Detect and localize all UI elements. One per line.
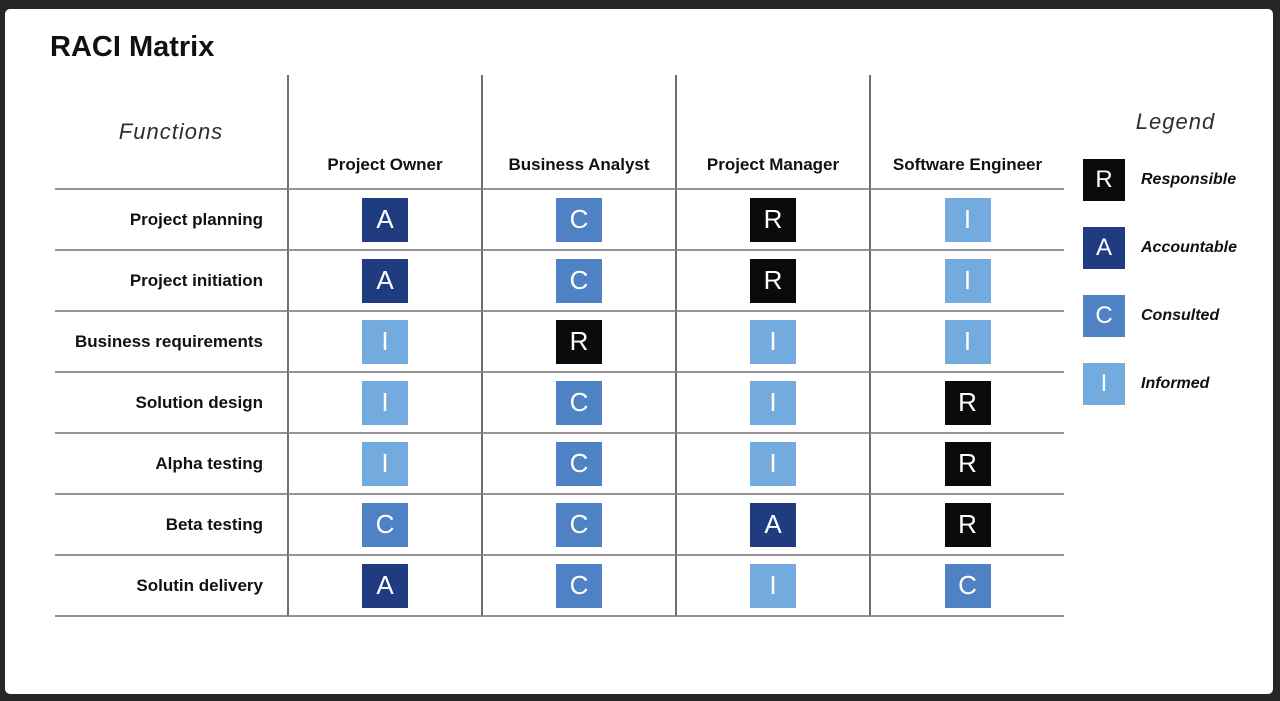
legend-item: C Consulted xyxy=(1083,295,1268,337)
row-label: Solution design xyxy=(55,373,287,434)
raci-badge-a: A xyxy=(750,502,796,547)
legend-item: R Responsible xyxy=(1083,159,1268,201)
row-label: Project initiation xyxy=(55,251,287,312)
matrix-cell: A xyxy=(287,251,481,312)
column-header: Project Owner xyxy=(287,75,481,190)
matrix-cell: A xyxy=(675,495,869,556)
matrix-cell: R xyxy=(675,251,869,312)
matrix-cell: I xyxy=(869,312,1064,373)
raci-badge-i: I xyxy=(944,319,991,364)
legend-items: R Responsible A Accountable C Consulted I Infor… xyxy=(1083,159,1268,405)
raci-badge-i: I xyxy=(750,319,796,364)
raci-badge-c: C xyxy=(556,563,602,608)
row-label: Project planning xyxy=(55,190,287,251)
legend-badge-a: A xyxy=(1083,227,1125,269)
raci-badge-a: A xyxy=(362,258,408,303)
matrix-cell: I xyxy=(869,190,1064,251)
matrix-cell: I xyxy=(287,373,481,434)
matrix-cell: R xyxy=(869,495,1064,556)
legend-item: A Accountable xyxy=(1083,227,1268,269)
matrix-cell: C xyxy=(481,251,675,312)
row-label: Solutin delivery xyxy=(55,556,287,617)
raci-badge-i: I xyxy=(944,258,991,303)
functions-header: Functions xyxy=(55,75,287,190)
matrix-cell: R xyxy=(869,373,1064,434)
legend-badge-i: I xyxy=(1083,363,1125,405)
raci-badge-a: A xyxy=(362,197,408,242)
matrix-cell: I xyxy=(869,251,1064,312)
raci-badge-i: I xyxy=(362,441,408,486)
matrix-cell: C xyxy=(481,190,675,251)
matrix-cell: R xyxy=(869,434,1064,495)
raci-badge-c: C xyxy=(556,502,602,547)
raci-matrix-table: Functions Project Owner Business Analyst Pr… xyxy=(55,75,1064,617)
matrix-cell: C xyxy=(481,556,675,617)
legend-item-label: Responsible xyxy=(1141,171,1237,188)
raci-badge-c: C xyxy=(556,441,602,486)
raci-badge-i: I xyxy=(750,380,796,425)
matrix-cell: R xyxy=(481,312,675,373)
raci-badge-i: I xyxy=(362,319,408,364)
legend-badge-c: C xyxy=(1083,295,1125,337)
legend-item-label: Accountable xyxy=(1141,239,1238,256)
diagram-canvas: RACI Matrix Functions Project Owner Busine… xyxy=(5,9,1273,694)
legend-item-label: Consulted xyxy=(1141,307,1220,324)
row-label: Business requirements xyxy=(55,312,287,373)
raci-badge-r: R xyxy=(944,380,991,425)
matrix-cell: I xyxy=(675,373,869,434)
matrix-cell: C xyxy=(481,495,675,556)
row-label: Beta testing xyxy=(55,495,287,556)
raci-badge-r: R xyxy=(750,197,796,242)
raci-badge-c: C xyxy=(944,563,991,608)
page-title: RACI Matrix xyxy=(50,31,215,63)
raci-badge-i: I xyxy=(750,563,796,608)
raci-badge-r: R xyxy=(556,319,602,364)
raci-badge-r: R xyxy=(944,441,991,486)
matrix-cell: C xyxy=(481,434,675,495)
row-label: Alpha testing xyxy=(55,434,287,495)
raci-badge-i: I xyxy=(750,441,796,486)
matrix-cell: R xyxy=(675,190,869,251)
column-header: Project Manager xyxy=(675,75,869,190)
column-header: Software Engineer xyxy=(869,75,1064,190)
matrix-cell: I xyxy=(675,312,869,373)
raci-badge-a: A xyxy=(362,563,408,608)
matrix-cell: I xyxy=(287,312,481,373)
matrix-cell: I xyxy=(675,434,869,495)
raci-badge-c: C xyxy=(556,380,602,425)
raci-badge-i: I xyxy=(944,197,991,242)
raci-badge-c: C xyxy=(556,258,602,303)
raci-badge-c: C xyxy=(362,502,408,547)
raci-badge-c: C xyxy=(556,197,602,242)
column-header: Business Analyst xyxy=(481,75,675,190)
matrix-cell: I xyxy=(675,556,869,617)
legend-badge-r: R xyxy=(1083,159,1125,201)
raci-badge-r: R xyxy=(750,258,796,303)
legend-item-label: Informed xyxy=(1141,375,1210,392)
matrix-cell: C xyxy=(869,556,1064,617)
matrix-cell: A xyxy=(287,190,481,251)
raci-badge-i: I xyxy=(362,380,408,425)
raci-badge-r: R xyxy=(944,502,991,547)
matrix-cell: C xyxy=(481,373,675,434)
legend: Legend R Responsible A Accountable C Consulte… xyxy=(1083,109,1268,431)
matrix-cell: A xyxy=(287,556,481,617)
matrix-cell: C xyxy=(287,495,481,556)
legend-title: Legend xyxy=(1135,109,1216,134)
matrix-cell: I xyxy=(287,434,481,495)
legend-item: I Informed xyxy=(1083,363,1268,405)
